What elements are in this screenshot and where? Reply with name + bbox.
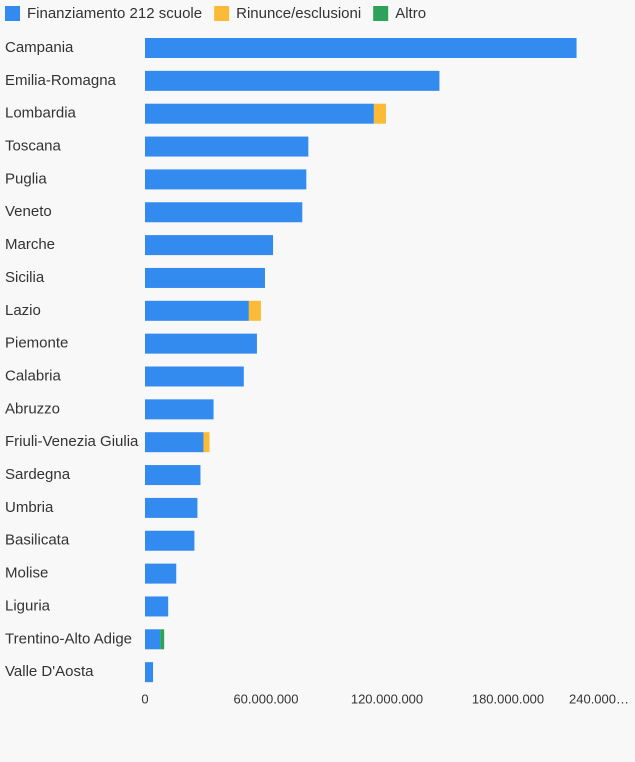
bar [373, 103, 386, 124]
bar [145, 136, 309, 157]
bar [145, 267, 265, 288]
y-tick-label: Lazio [5, 302, 41, 319]
bar [145, 432, 204, 453]
y-tick-label: Abruzzo [5, 400, 60, 417]
y-tick-label: Calabria [5, 367, 62, 384]
bar [145, 169, 307, 190]
bar [145, 235, 274, 256]
y-tick-label: Sardegna [5, 466, 71, 483]
y-tick-label: Valle D'Aosta [5, 663, 94, 680]
y-tick-label: Sicilia [5, 269, 45, 286]
bar [145, 563, 177, 584]
bar [145, 103, 374, 124]
bar [203, 432, 210, 453]
bar [160, 629, 165, 650]
y-tick-label: Toscana [5, 138, 62, 155]
bar [145, 662, 154, 683]
y-tick-label: Liguria [5, 597, 51, 614]
bar [145, 497, 198, 518]
bar [145, 300, 249, 321]
bar [145, 465, 201, 486]
x-tick-label: 60.000.000 [233, 691, 298, 706]
bar [145, 399, 214, 420]
y-tick-label: Trentino-Alto Adige [5, 630, 132, 647]
y-tick-label: Veneto [5, 203, 52, 220]
legend-swatch [5, 6, 20, 21]
x-tick-label: 120.000.000 [351, 691, 423, 706]
legend-swatch [373, 6, 389, 21]
y-tick-label: Campania [5, 39, 74, 56]
bar [145, 366, 244, 387]
y-tick-label: Lombardia [5, 105, 77, 122]
y-tick-label: Umbria [5, 499, 54, 516]
y-tick-label: Piemonte [5, 335, 68, 352]
x-tick-label: 180.000.000 [472, 691, 544, 706]
bar [145, 596, 169, 617]
bar [145, 38, 577, 58]
legend-label: Altro [395, 5, 426, 22]
y-tick-label: Emilia-Romagna [5, 72, 117, 89]
y-tick-label: Molise [5, 565, 48, 582]
y-tick-label: Puglia [5, 170, 47, 187]
legend-label: Rinunce/esclusioni [236, 5, 361, 22]
y-tick-label: Friuli-Venezia Giulia [5, 433, 139, 450]
bar [145, 629, 161, 650]
x-tick-label: 240.000… [569, 691, 629, 706]
bar [248, 300, 261, 321]
bar [145, 333, 257, 354]
y-tick-label: Marche [5, 236, 55, 253]
x-tick-label: 0 [141, 691, 148, 706]
bar [145, 202, 303, 223]
bar [145, 70, 440, 91]
legend-label: Finanziamento 212 scuole [27, 5, 202, 22]
bar [145, 530, 195, 551]
legend-swatch [214, 6, 230, 21]
y-tick-label: Basilicata [5, 532, 70, 549]
